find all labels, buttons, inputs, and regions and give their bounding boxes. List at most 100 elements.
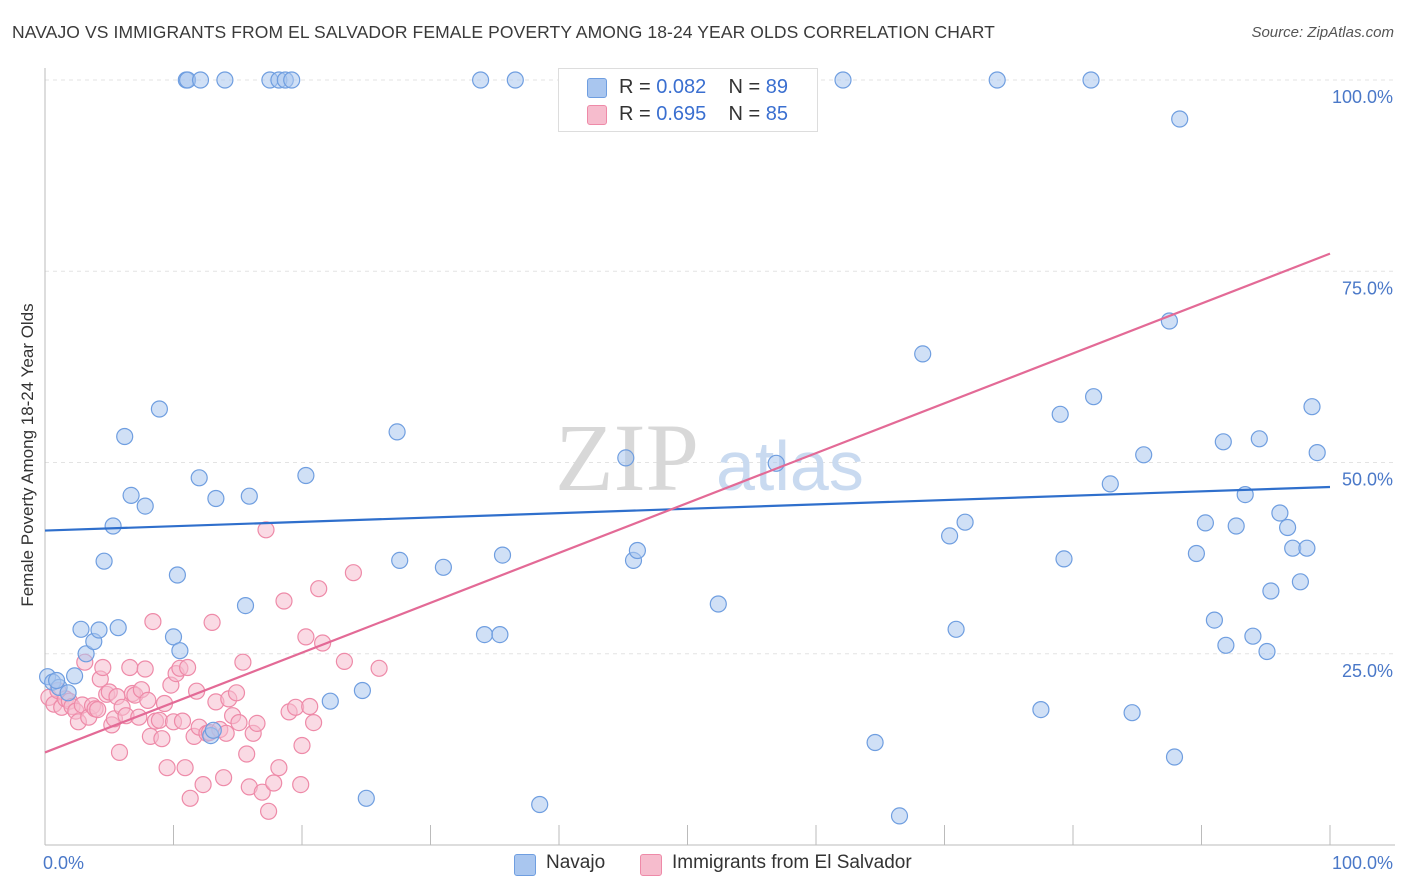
gridlines: [45, 79, 1395, 655]
navajo-point: [1205, 611, 1224, 629]
salvador-trend-line: [44, 252, 1331, 754]
navajo-point: [65, 667, 84, 685]
navajo-point: [709, 595, 727, 613]
navajo-point: [204, 721, 222, 739]
navajo-point: [191, 71, 210, 89]
navajo-point: [1051, 405, 1069, 423]
navajo-point: [1298, 539, 1316, 557]
navajo-point: [866, 733, 884, 752]
navajo-point: [190, 469, 208, 487]
correlation-legend: R = 0.082 N = 89 R = 0.695 N = 85: [558, 68, 818, 132]
salvador-point: [292, 775, 310, 794]
salvador-point: [158, 759, 176, 777]
navajo-point: [506, 71, 524, 89]
salvador-point: [293, 736, 311, 755]
navajo-point: [116, 427, 134, 446]
navajo-point: [1250, 430, 1268, 448]
navajo-point: [109, 619, 127, 637]
salvador-point: [136, 660, 154, 678]
navajo-point: [1303, 398, 1321, 416]
salvador-point: [275, 592, 293, 610]
salvador-legend-swatch: [640, 854, 662, 876]
navajo-point: [1214, 433, 1232, 451]
navajo-point: [914, 345, 932, 363]
salvador-point: [238, 745, 256, 763]
navajo-point: [1055, 550, 1073, 568]
navajo-point: [1262, 582, 1280, 600]
navajo-point: [1082, 71, 1100, 89]
navajo-point: [95, 552, 113, 570]
navajo-point: [150, 400, 168, 418]
legend-navajo-r-value: 0.082: [656, 76, 707, 98]
navajo-point: [90, 621, 108, 639]
salvador-point: [203, 613, 221, 632]
navajo-points: [38, 71, 1326, 825]
navajo-point: [834, 71, 852, 89]
navajo-point: [1227, 517, 1245, 535]
navajo-point: [1123, 704, 1141, 722]
navajo-point: [357, 789, 375, 807]
salvador-point: [234, 653, 252, 671]
navajo-point: [122, 486, 140, 504]
salvador-point: [139, 691, 157, 710]
legend-navajo-n-value: 89: [765, 76, 789, 98]
legend-salvador-r-label: R =: [619, 103, 651, 125]
navajo-point: [1217, 636, 1235, 654]
salvador-point: [257, 521, 275, 539]
salvador-point: [150, 711, 168, 729]
salvador-point: [265, 774, 283, 792]
salvador-point: [253, 783, 271, 801]
salvador-point: [176, 759, 194, 777]
salvador-point: [181, 789, 199, 807]
y-tick-label: 25.0%: [1342, 661, 1393, 681]
navajo-point: [47, 671, 66, 690]
navajo-point: [59, 684, 77, 702]
salvador-point: [89, 700, 107, 719]
navajo-point: [531, 795, 549, 814]
navajo-point: [104, 517, 122, 535]
navajo-point: [1135, 446, 1153, 464]
salvador-point: [301, 697, 319, 716]
navajo-point: [207, 489, 225, 508]
navajo-point: [216, 71, 234, 89]
salvador-legend-label: Immigrants from El Salvador: [672, 852, 912, 873]
salvador-point: [179, 658, 197, 677]
navajo-point: [1084, 388, 1103, 406]
navajo-point: [617, 449, 635, 467]
salvador-point: [270, 759, 288, 777]
navajo-point: [1258, 642, 1276, 661]
navajo-point: [434, 558, 452, 576]
navajo-point: [353, 681, 371, 700]
salvador-point: [144, 612, 162, 631]
salvador-point: [153, 730, 171, 748]
navajo-point: [1284, 539, 1302, 557]
navajo-point: [391, 551, 409, 570]
source-credit: Source: ZipAtlas.com: [1251, 24, 1394, 41]
axes: [44, 68, 1395, 846]
navajo-point: [1187, 544, 1206, 563]
navajo-point: [493, 546, 512, 564]
x-tick-label-min: 0.0%: [43, 853, 84, 873]
navajo-point: [491, 625, 509, 644]
salvador-point: [110, 743, 129, 762]
navajo-point: [283, 71, 301, 89]
zipatlas-watermark: ZIP atlas: [555, 404, 864, 511]
salvador-point: [173, 712, 192, 730]
legend-salvador-r-value: 0.695: [656, 103, 707, 125]
navajo-point: [164, 628, 183, 646]
navajo-trend-line: [44, 485, 1331, 532]
y-tick-label: 75.0%: [1342, 278, 1393, 298]
navajo-point: [72, 620, 90, 638]
trend-lines: [44, 252, 1331, 754]
navajo-swatch: [587, 78, 607, 98]
salvador-point: [121, 658, 139, 677]
tick-labels: 25.0% 50.0% 75.0% 100.0% 0.0% 100.0%: [43, 87, 1393, 873]
salvador-point: [297, 628, 315, 646]
navajo-point: [947, 620, 965, 638]
salvador-point: [335, 652, 353, 671]
salvador-point: [227, 684, 246, 702]
navajo-point: [988, 71, 1006, 89]
series-legend: Navajo Immigrants from El Salvador: [0, 852, 1406, 878]
salvador-point: [305, 713, 323, 732]
